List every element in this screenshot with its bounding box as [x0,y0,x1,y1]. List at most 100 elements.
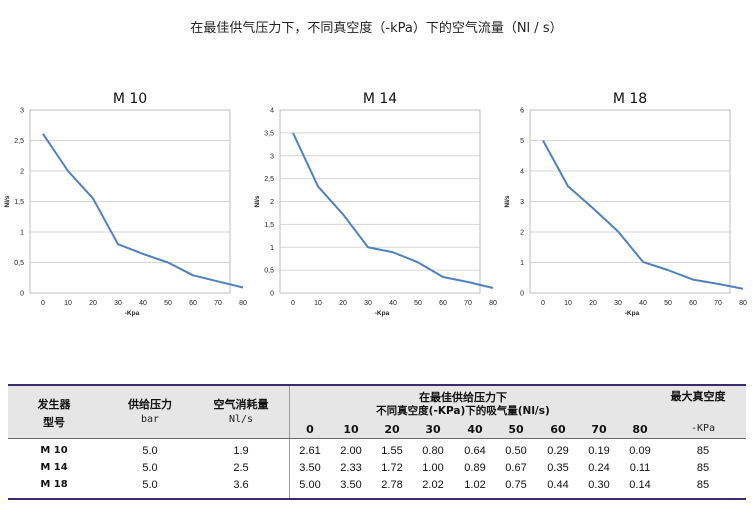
x-tick-label: 50 [664,300,672,307]
x-tick-label: 50 [164,300,172,307]
row-flow: 5.00 [299,479,321,491]
y-tick-label: 4 [520,169,524,176]
x-tick-label: 0 [41,300,45,307]
x-axis-label: -Kpa [625,310,640,317]
row-flow: 2.00 [340,445,362,457]
y-tick-label: 3,5 [264,130,274,137]
x-tick-label: 70 [714,300,722,307]
y-tick-label: 2 [520,230,524,237]
y-tick-label: 6 [520,108,524,115]
header-max-vacuum: 最大真空度 [670,390,726,403]
spec-table: 发生器 型号 供给压力 bar 空气消耗量 Nl/s 在最佳供给压力下 不同真空… [8,384,746,500]
row-consumption: 2.5 [233,462,249,474]
page-title: 在最佳供气压力下，不同真空度（-kPa）下的空气流量（Nl / s） [190,21,563,36]
x-tick-label: 60 [689,300,697,307]
table-header-band [8,386,746,439]
y-axis-label: Nl/s [4,195,11,207]
x-tick-label: 20 [339,300,347,307]
x-tick-label: 70 [214,300,222,307]
series-line [42,133,244,289]
row-consumption: 1.9 [233,445,249,457]
vacuum-level-header: 40 [467,423,483,436]
row-flow: 3.50 [340,479,362,491]
y-tick-label: 1 [520,260,524,267]
row-flow: 0.30 [588,479,610,491]
y-tick-label: 0 [270,291,274,298]
x-axis-label: -Kpa [375,310,390,317]
chart-title: M 10 [113,91,147,107]
header-max-vacuum-unit: -KPa [690,423,716,434]
y-tick-label: 3 [270,153,274,160]
vacuum-level-header: 10 [343,423,359,436]
y-tick-label: 0,5 [14,260,24,267]
x-tick-label: 60 [439,300,447,307]
y-tick-label: 2,5 [14,138,24,145]
row-flow: 0.89 [464,462,486,474]
row-flow: 0.09 [629,445,651,457]
row-max-vacuum: 85 [696,462,710,474]
row-flow: 0.67 [505,462,527,474]
row-flow: 0.19 [588,445,610,457]
row-flow: 0.35 [547,462,569,474]
x-tick-label: 0 [541,300,545,307]
x-tick-label: 30 [114,300,122,307]
header-suction-line1: 在最佳供给压力下 [419,391,507,404]
row-pressure: 5.0 [142,462,158,474]
x-tick-label: 20 [89,300,97,307]
x-tick-label: 80 [739,300,747,307]
series-line [542,140,744,290]
table-divider [289,386,290,498]
x-tick-label: 40 [639,300,647,307]
header-generator: 发生器 [37,398,71,411]
row-flow: 0.11 [629,462,651,474]
y-tick-label: 2,5 [264,176,274,183]
row-flow: 0.64 [464,445,486,457]
header-supply-unit: bar [140,414,160,425]
row-pressure: 5.0 [142,445,158,457]
row-flow: 1.00 [422,462,444,474]
x-tick-label: 30 [364,300,372,307]
x-tick-label: 40 [139,300,147,307]
row-flow: 0.75 [505,479,527,491]
y-tick-label: 1,5 [14,199,24,206]
vacuum-level-header: 20 [384,423,400,436]
y-axis-label: Nl/s [504,195,511,207]
y-tick-label: 0,5 [264,268,274,275]
y-tick-label: 5 [520,138,524,145]
x-tick-label: 80 [239,300,247,307]
plot-frame [279,109,481,294]
chart-title: M 14 [363,91,397,107]
x-tick-label: 30 [614,300,622,307]
row-flow: 1.72 [381,462,403,474]
row-model: M 14 [40,462,68,473]
x-tick-label: 70 [464,300,472,307]
row-flow: 2.33 [340,462,362,474]
header-air-consumption: 空气消耗量 [213,398,269,411]
y-tick-label: 1,5 [264,222,274,229]
x-tick-label: 10 [64,300,72,307]
y-tick-label: 0 [20,291,24,298]
x-tick-label: 50 [414,300,422,307]
x-tick-label: 10 [314,300,322,307]
vacuum-level-header: 50 [508,423,524,436]
row-flow: 3.50 [299,462,321,474]
vacuum-level-header: 60 [550,423,566,436]
header-consumption-unit: Nl/s [228,414,254,425]
row-flow: 0.14 [629,479,651,491]
x-tick-label: 10 [564,300,572,307]
row-flow: 0.24 [588,462,610,474]
y-tick-label: 0 [520,291,524,298]
row-model: M 18 [40,479,68,490]
y-tick-label: 1 [270,245,274,252]
row-pressure: 5.0 [142,479,158,491]
y-tick-label: 2 [20,169,24,176]
row-model: M 10 [40,445,68,456]
header-model: 型号 [43,416,65,429]
row-max-vacuum: 85 [696,445,710,457]
x-tick-label: 20 [589,300,597,307]
y-tick-label: 2 [270,199,274,206]
series-line [292,132,494,289]
vacuum-level-header: 80 [632,423,648,436]
